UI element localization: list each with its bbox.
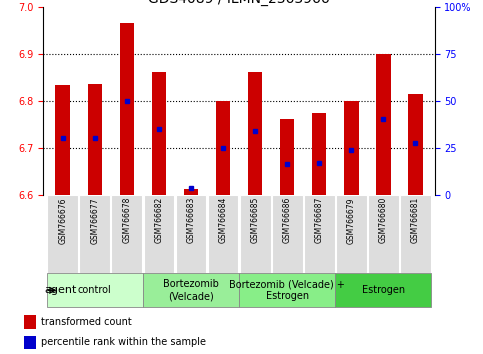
Title: GDS4089 / ILMN_2363966: GDS4089 / ILMN_2363966: [148, 0, 330, 6]
Bar: [24, 336, 36, 349]
Bar: [240, 195, 270, 273]
Text: control: control: [78, 285, 112, 295]
Text: GSM766685: GSM766685: [251, 197, 260, 244]
Bar: [368, 195, 399, 273]
Text: GSM766683: GSM766683: [186, 197, 196, 244]
Bar: [335, 273, 431, 307]
Text: GSM766684: GSM766684: [218, 197, 227, 244]
Bar: [143, 195, 174, 273]
Bar: [304, 195, 335, 273]
Bar: [152, 72, 166, 195]
Bar: [79, 195, 110, 273]
Bar: [216, 101, 230, 195]
Text: Estrogen: Estrogen: [362, 285, 405, 295]
Text: GSM766677: GSM766677: [90, 197, 99, 244]
Text: transformed count: transformed count: [41, 317, 132, 327]
Bar: [184, 189, 198, 195]
Text: GSM766680: GSM766680: [379, 197, 388, 244]
Text: Bortezomib
(Velcade): Bortezomib (Velcade): [163, 279, 219, 301]
Text: GSM766678: GSM766678: [122, 197, 131, 244]
Text: agent: agent: [44, 285, 76, 295]
Bar: [112, 195, 142, 273]
Text: GSM766682: GSM766682: [155, 197, 163, 243]
Bar: [47, 273, 143, 307]
Text: GSM766676: GSM766676: [58, 197, 67, 244]
Bar: [336, 195, 367, 273]
Bar: [24, 315, 36, 329]
Bar: [280, 119, 295, 195]
Bar: [344, 101, 358, 195]
Bar: [408, 94, 423, 195]
Bar: [47, 195, 78, 273]
Bar: [87, 85, 102, 195]
Bar: [56, 85, 70, 195]
Bar: [208, 195, 239, 273]
Text: GSM766681: GSM766681: [411, 197, 420, 243]
Text: GSM766679: GSM766679: [347, 197, 356, 244]
Text: Bortezomib (Velcade) +
Estrogen: Bortezomib (Velcade) + Estrogen: [229, 279, 345, 301]
Bar: [312, 113, 327, 195]
Text: GSM766686: GSM766686: [283, 197, 292, 244]
Bar: [248, 72, 262, 195]
Bar: [176, 195, 206, 273]
Text: percentile rank within the sample: percentile rank within the sample: [41, 337, 206, 348]
Bar: [376, 54, 391, 195]
Bar: [400, 195, 431, 273]
Bar: [120, 23, 134, 195]
Bar: [272, 195, 302, 273]
Bar: [239, 273, 335, 307]
Bar: [143, 273, 239, 307]
Text: GSM766687: GSM766687: [315, 197, 324, 244]
